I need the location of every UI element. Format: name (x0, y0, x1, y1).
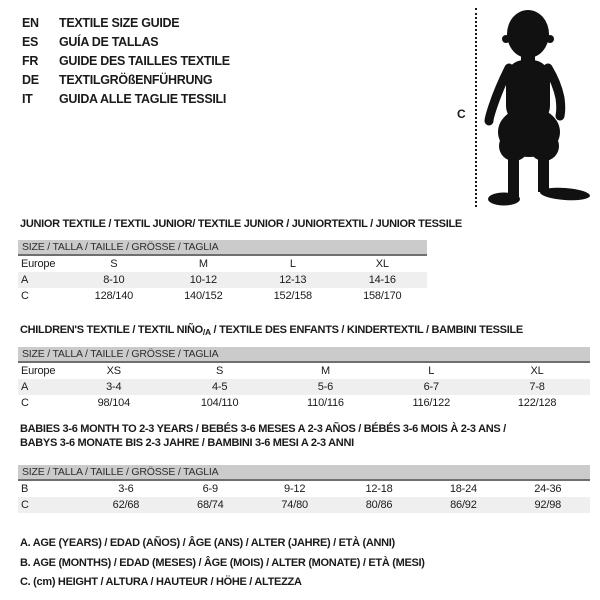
cell-value: 12-13 (279, 274, 307, 286)
junior-section-heading: JUNIOR TEXTILE / TEXTIL JUNIOR/ TEXTILE … (20, 218, 462, 230)
table-row-header: Europe S M L XL (18, 256, 427, 272)
height-dotted-line (475, 8, 477, 207)
legend-line-c: C. (cm) HEIGHT / ALTURA / HAUTEUR / HÖHE… (20, 576, 302, 588)
size-band-header: SIZE / TALLA / TAILLE / GRÖSSE / TAGLIA (18, 347, 590, 363)
language-row-it: IT GUIDA ALLE TAGLIE TESSILI (22, 89, 230, 108)
cell-value: 12-18 (365, 483, 393, 495)
language-title: GUÍA DE TALLAS (59, 34, 159, 49)
language-title: TEXTILE SIZE GUIDE (59, 15, 180, 30)
junior-size-table: SIZE / TALLA / TAILLE / GRÖSSE / TAGLIA … (18, 240, 427, 304)
table-row-height: C 98/104 104/110 110/116 116/122 122/128 (18, 395, 590, 411)
cell-value: 18-24 (449, 483, 477, 495)
language-row-es: ES GUÍA DE TALLAS (22, 32, 230, 51)
heading-text: CHILDREN'S TEXTILE / TEXTIL NIÑO (20, 324, 203, 336)
cell-value: 74/80 (281, 499, 308, 511)
cell-value: 110/116 (307, 397, 344, 409)
cell-label: C (21, 397, 29, 409)
cell-size: S (110, 258, 118, 270)
babies-size-table: SIZE / TALLA / TAILLE / GRÖSSE / TAGLIA … (18, 465, 590, 513)
cell-value: 122/128 (517, 397, 557, 409)
height-measure-label: C (457, 107, 466, 121)
cell-value: 152/158 (273, 290, 313, 302)
cell-value: 116/122 (412, 397, 450, 409)
cell-value: 158/170 (363, 290, 402, 302)
cell-label: A (21, 274, 29, 286)
cell-size: L (428, 365, 435, 377)
cell-region: Europe (21, 258, 56, 270)
cell-value: 128/140 (94, 290, 134, 302)
cell-size: M (320, 365, 330, 377)
babies-section-heading: BABIES 3-6 MONTH TO 2-3 YEARS / BEBÉS 3-… (20, 423, 506, 450)
children-size-table: SIZE / TALLA / TAILLE / GRÖSSE / TAGLIA … (18, 347, 590, 411)
language-row-en: EN TEXTILE SIZE GUIDE (22, 13, 230, 32)
measure-legend: A. AGE (YEARS) / EDAD (AÑOS) / ÂGE (ANS)… (20, 534, 425, 593)
cell-size: L (289, 258, 296, 270)
heading-subscript: /A (202, 327, 211, 337)
legend-line-a: A. AGE (YEARS) / EDAD (AÑOS) / ÂGE (ANS)… (20, 537, 395, 549)
cell-value: 6-7 (423, 381, 440, 393)
size-band-header: SIZE / TALLA / TAILLE / GRÖSSE / TAGLIA (18, 465, 590, 481)
table-row-months: B 3-6 6-9 9-12 12-18 18-24 24-36 (18, 481, 590, 497)
children-section-heading: CHILDREN'S TEXTILE / TEXTIL NIÑO/A / TEX… (20, 324, 524, 337)
language-code: IT (22, 91, 33, 106)
cell-size: S (216, 365, 224, 377)
cell-value: 104/110 (200, 397, 239, 409)
cell-value: 8-10 (103, 274, 125, 286)
cell-value: 6-9 (202, 483, 219, 495)
cell-value: 5-6 (317, 381, 334, 393)
cell-value: 24-36 (534, 483, 562, 495)
cell-value: 4-5 (211, 381, 228, 393)
cell-value: 140/152 (184, 290, 223, 302)
legend-line-b: B. AGE (MONTHS) / EDAD (MESES) / ÂGE (MO… (20, 556, 425, 569)
language-row-de: DE TEXTILGRÖßENFÜHRUNG (22, 70, 230, 89)
heading-line-1: BABIES 3-6 MONTH TO 2-3 YEARS / BEBÉS 3-… (20, 423, 506, 435)
cell-size: XL (375, 258, 389, 270)
cell-value: 68/74 (197, 499, 224, 511)
language-code: ES (22, 34, 39, 49)
language-list: EN TEXTILE SIZE GUIDE ES GUÍA DE TALLAS … (22, 13, 230, 108)
cell-size: XS (106, 365, 121, 377)
cell-size: M (198, 258, 208, 270)
size-band-header: SIZE / TALLA / TAILLE / GRÖSSE / TAGLIA (18, 240, 427, 256)
heading-text: / TEXTILE DES ENFANTS / KINDERTEXTIL / B… (210, 324, 524, 336)
language-title: GUIDA ALLE TAGLIE TESSILI (59, 91, 227, 106)
cell-value: 14-16 (368, 274, 396, 286)
cell-value: 86/92 (450, 499, 477, 511)
table-row-age: A 8-10 10-12 12-13 14-16 (18, 272, 427, 288)
cell-value: 80/86 (365, 499, 393, 511)
language-code: DE (22, 72, 39, 87)
cell-value: 3-4 (106, 381, 122, 393)
cell-region: Europe (21, 365, 56, 377)
cell-size: XL (530, 365, 544, 377)
table-row-height: C 62/68 68/74 74/80 80/86 86/92 92/98 (18, 497, 590, 513)
language-title: TEXTILGRÖßENFÜHRUNG (59, 72, 213, 87)
table-row-age: A 3-4 4-5 5-6 6-7 7-8 (18, 379, 590, 395)
cell-value: 98/104 (97, 397, 131, 409)
language-code: EN (22, 15, 39, 30)
cell-value: 92/98 (534, 499, 562, 511)
cell-label: A (21, 381, 29, 393)
cell-value: 62/68 (112, 499, 140, 511)
table-row-header: Europe XS S M L XL (18, 363, 590, 379)
language-row-fr: FR GUIDE DES TAILLES TEXTILE (22, 51, 230, 70)
cell-label: C (21, 290, 29, 302)
heading-line-2: BABYS 3-6 MONATE BIS 2-3 JAHRE / BAMBINI… (20, 436, 354, 449)
cell-value: 7-8 (529, 381, 545, 393)
cell-label: B (21, 483, 29, 495)
cell-value: 3-6 (118, 483, 134, 495)
cell-value: 10-12 (189, 274, 217, 286)
toddler-silhouette-icon (484, 10, 590, 206)
language-code: FR (22, 53, 39, 68)
cell-label: C (21, 499, 29, 511)
table-row-height: C 128/140 140/152 152/158 158/170 (18, 288, 427, 304)
cell-value: 9-12 (284, 483, 306, 495)
language-title: GUIDE DES TAILLES TEXTILE (59, 53, 230, 68)
